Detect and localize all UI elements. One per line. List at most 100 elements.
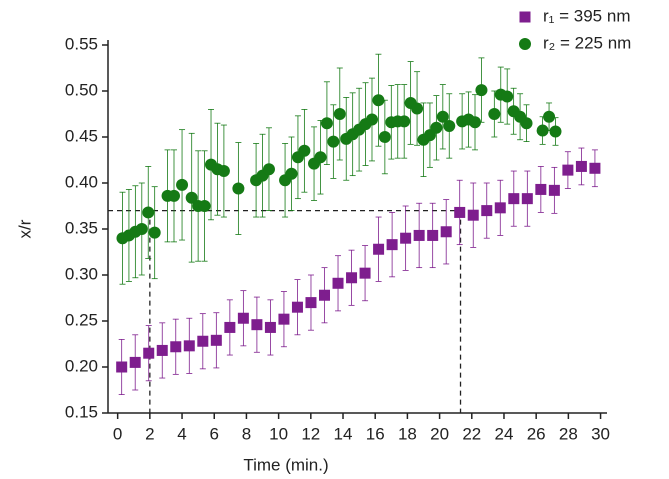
point	[535, 183, 547, 195]
point	[285, 167, 298, 180]
point	[501, 90, 514, 103]
point	[467, 209, 479, 221]
point	[135, 223, 148, 235]
point	[543, 110, 556, 123]
point	[359, 267, 371, 279]
point	[298, 144, 311, 157]
x-tick-label: 24	[495, 424, 514, 443]
point	[373, 243, 385, 255]
point	[197, 335, 209, 347]
point	[148, 226, 161, 239]
legend-marker	[519, 38, 531, 50]
y-tick-label: 0.35	[65, 218, 98, 237]
point	[411, 102, 424, 115]
point	[386, 239, 398, 251]
point	[488, 108, 501, 120]
x-tick-label: 16	[366, 424, 385, 443]
y-tick-label: 0.20	[65, 356, 98, 375]
y-axis-label: x/r	[15, 219, 34, 238]
point	[469, 116, 482, 129]
x-axis-label: Time (min.)	[243, 455, 328, 474]
y-tick-label: 0.40	[65, 172, 98, 191]
point	[278, 313, 290, 325]
y-tick-label: 0.15	[65, 402, 98, 421]
point	[346, 272, 358, 284]
point	[494, 202, 506, 214]
point	[378, 131, 391, 143]
y-tick-label: 0.25	[65, 310, 98, 329]
x-tick-label: 30	[591, 424, 610, 443]
x-tick-label: 12	[301, 424, 320, 443]
point	[185, 191, 198, 204]
point	[520, 117, 533, 130]
point	[398, 115, 411, 128]
point	[327, 135, 340, 148]
point	[237, 312, 249, 324]
point	[454, 206, 466, 218]
point	[427, 229, 439, 241]
point	[142, 206, 155, 219]
point	[251, 319, 263, 331]
point	[262, 163, 275, 176]
point	[562, 164, 574, 176]
point	[413, 229, 425, 241]
x-tick-label: 2	[145, 424, 154, 443]
point	[549, 125, 562, 138]
point	[365, 113, 378, 126]
point	[430, 121, 443, 134]
point	[440, 226, 452, 238]
legend-label: r₂ = 225 nm	[543, 33, 631, 52]
x-tick-label: 28	[559, 424, 578, 443]
x-tick-label: 8	[242, 424, 251, 443]
point	[198, 200, 211, 212]
x-tick-label: 26	[527, 424, 546, 443]
point	[210, 334, 222, 346]
point	[314, 151, 327, 164]
point	[116, 361, 128, 373]
point	[264, 321, 276, 333]
legend-label: r₁ = 395 nm	[543, 6, 630, 25]
point	[291, 301, 303, 313]
point	[548, 184, 560, 196]
y-tick-label: 0.50	[65, 80, 98, 99]
y-tick-label: 0.55	[65, 34, 98, 53]
point	[217, 165, 230, 178]
x-tick-label: 10	[269, 424, 288, 443]
point	[536, 124, 549, 137]
x-tick-label: 0	[113, 424, 122, 443]
point	[232, 182, 245, 195]
point	[224, 321, 236, 333]
x-tick-label: 22	[462, 424, 481, 443]
point	[176, 178, 189, 191]
point	[183, 340, 195, 352]
point	[333, 108, 346, 120]
point	[167, 189, 180, 202]
legend-marker	[519, 11, 531, 23]
point	[521, 193, 533, 205]
point	[508, 193, 520, 205]
point	[436, 110, 449, 123]
point	[589, 162, 601, 174]
x-tick-label: 6	[210, 424, 219, 443]
point	[575, 160, 587, 172]
point	[143, 347, 155, 359]
point	[443, 119, 456, 132]
x-tick-label: 18	[398, 424, 417, 443]
point	[332, 277, 344, 289]
point	[319, 289, 331, 301]
point	[475, 84, 488, 97]
y-tick-label: 0.30	[65, 264, 98, 283]
x-tick-label: 14	[334, 424, 353, 443]
point	[305, 297, 317, 309]
point	[156, 344, 168, 356]
point	[481, 205, 493, 217]
point	[129, 356, 141, 368]
point	[400, 232, 412, 244]
x-tick-label: 4	[177, 424, 186, 443]
point	[170, 341, 182, 353]
point	[372, 94, 385, 107]
x-tick-label: 20	[430, 424, 449, 443]
y-tick-label: 0.45	[65, 126, 98, 145]
point	[320, 117, 333, 130]
